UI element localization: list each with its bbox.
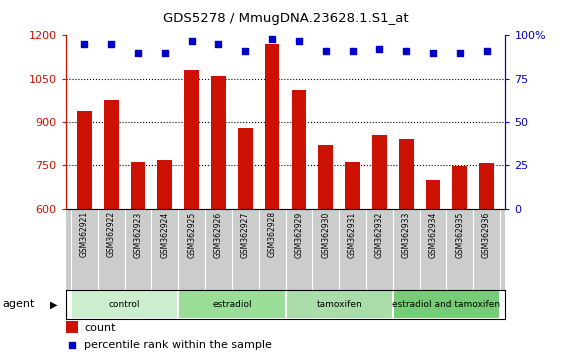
Text: GDS5278 / MmugDNA.23628.1.S1_at: GDS5278 / MmugDNA.23628.1.S1_at [163, 12, 408, 25]
Text: GSM362934: GSM362934 [428, 211, 437, 258]
Point [80, 41, 89, 47]
Bar [399, 139, 413, 209]
Bar [393, 290, 500, 319]
Point [134, 50, 143, 56]
Text: GSM362928: GSM362928 [268, 211, 276, 257]
Point [482, 48, 491, 54]
Bar [286, 290, 393, 319]
Bar [319, 145, 333, 209]
Text: estradiol and tamoxifen: estradiol and tamoxifen [392, 300, 500, 309]
Text: tamoxifen: tamoxifen [316, 300, 362, 309]
Point [160, 50, 170, 56]
Bar [372, 135, 387, 209]
Point [107, 41, 116, 47]
Bar [104, 101, 119, 209]
Text: count: count [84, 322, 116, 332]
Text: GSM362931: GSM362931 [348, 211, 357, 258]
Text: GSM362922: GSM362922 [107, 211, 116, 257]
Point [67, 342, 77, 348]
Bar [238, 129, 252, 209]
Text: GSM362936: GSM362936 [482, 211, 491, 258]
Bar [131, 162, 146, 209]
Point [428, 50, 437, 56]
Point [241, 48, 250, 54]
Bar [158, 160, 172, 209]
Bar [345, 162, 360, 209]
Bar [66, 321, 78, 333]
Point [321, 48, 330, 54]
Text: GSM362935: GSM362935 [455, 211, 464, 258]
Text: GSM362925: GSM362925 [187, 211, 196, 258]
Bar [452, 166, 467, 209]
Bar [211, 76, 226, 209]
Bar [77, 110, 92, 209]
Point [268, 36, 277, 42]
Text: GSM362929: GSM362929 [295, 211, 303, 258]
Text: estradiol: estradiol [212, 300, 252, 309]
Point [348, 48, 357, 54]
Text: control: control [109, 300, 140, 309]
Point [455, 50, 464, 56]
Point [401, 48, 411, 54]
Bar [184, 70, 199, 209]
Text: GSM362927: GSM362927 [241, 211, 250, 258]
Text: GSM362933: GSM362933 [401, 211, 411, 258]
Text: percentile rank within the sample: percentile rank within the sample [84, 340, 272, 350]
Bar [479, 162, 494, 209]
Bar [71, 290, 178, 319]
Point [294, 38, 303, 44]
Bar [178, 290, 286, 319]
Text: ▶: ▶ [50, 299, 57, 309]
Bar [292, 90, 306, 209]
Bar [265, 44, 279, 209]
Point [214, 41, 223, 47]
Text: GSM362926: GSM362926 [214, 211, 223, 258]
Point [375, 46, 384, 52]
Point [187, 38, 196, 44]
Text: GSM362923: GSM362923 [134, 211, 143, 258]
Text: GSM362932: GSM362932 [375, 211, 384, 258]
Text: agent: agent [3, 299, 35, 309]
Bar [425, 180, 440, 209]
Text: GSM362924: GSM362924 [160, 211, 170, 258]
Text: GSM362930: GSM362930 [321, 211, 330, 258]
Text: GSM362921: GSM362921 [80, 211, 89, 257]
